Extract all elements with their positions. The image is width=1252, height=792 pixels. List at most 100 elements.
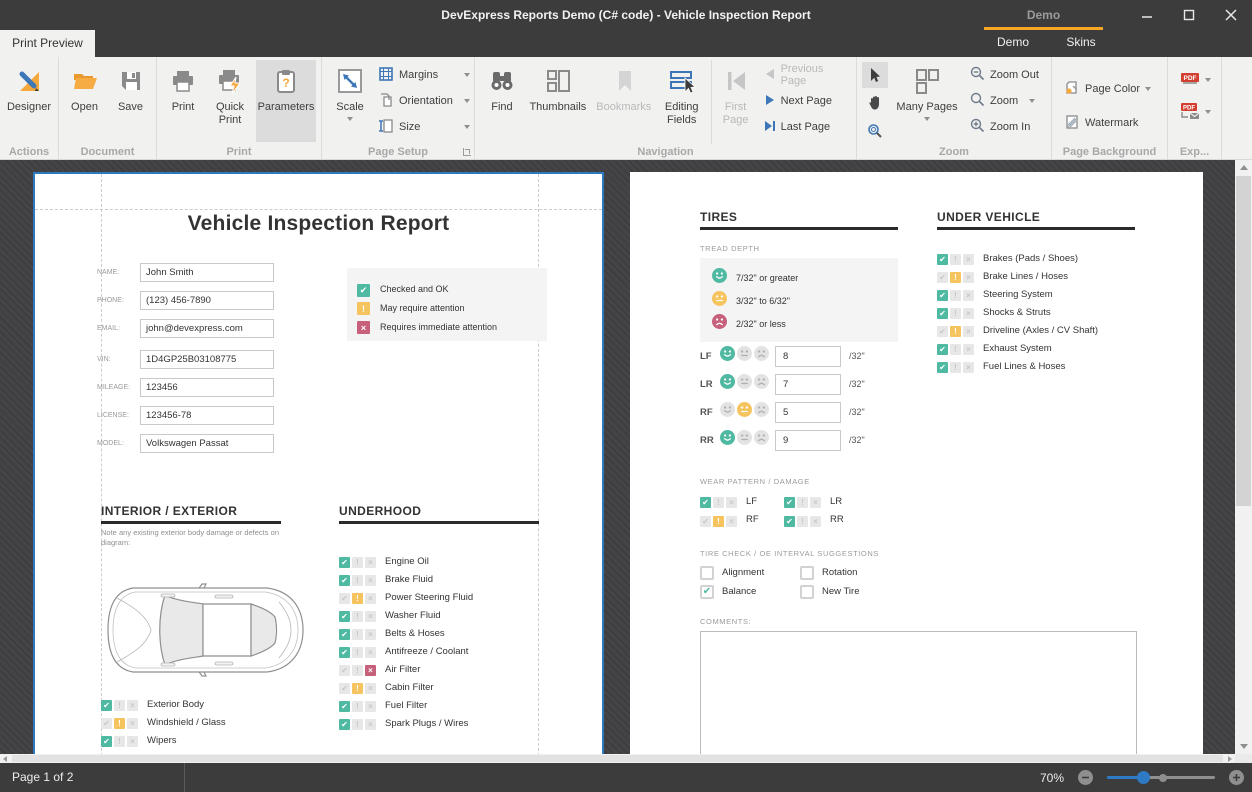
face-neutral[interactable] [712, 291, 727, 306]
state-box-ok[interactable]: ✔ [101, 718, 112, 729]
state-box-bad[interactable]: × [365, 665, 376, 676]
report-page-1[interactable]: Vehicle Inspection Report NAME: John Smi… [33, 172, 604, 763]
suggestion-checkbox[interactable]: ✔ [800, 566, 814, 580]
state-box-ok[interactable]: ✔ [937, 362, 948, 373]
state-box-bad[interactable]: × [963, 326, 974, 337]
state-box-warn[interactable]: ! [950, 254, 961, 265]
face-neutral[interactable] [737, 346, 752, 361]
state-box-ok[interactable]: ✔ [339, 611, 350, 622]
zoom-minus-button[interactable] [1078, 770, 1093, 785]
state-box-bad[interactable]: × [963, 272, 974, 283]
previous-page-button[interactable]: Previous Page [760, 62, 856, 88]
suggestion-checkbox[interactable]: ✔ [700, 566, 714, 580]
state-box-bad[interactable]: × [365, 629, 376, 640]
state-box-warn[interactable]: ! [950, 326, 961, 337]
send-via-email-button[interactable]: PDF [1176, 102, 1215, 122]
first-page-button[interactable]: First Page [716, 60, 756, 142]
state-box-ok[interactable]: ✔ [700, 516, 711, 527]
minimize-button[interactable] [1126, 0, 1168, 30]
face-sad[interactable] [754, 402, 769, 417]
face-neutral[interactable] [737, 374, 752, 389]
field-input[interactable]: 123456-78 [140, 406, 274, 425]
face-sad[interactable] [712, 314, 727, 329]
state-box-warn[interactable]: ! [352, 557, 363, 568]
state-box-ok[interactable]: ✔ [101, 700, 112, 711]
state-box-ok[interactable]: ✔ [339, 683, 350, 694]
next-page-button[interactable]: Next Page [760, 88, 856, 114]
state-box-warn[interactable]: ! [352, 647, 363, 658]
zoom-slider[interactable] [1107, 776, 1215, 779]
bookmarks-button[interactable]: Bookmarks [595, 60, 653, 142]
tab-print-preview[interactable]: Print Preview [0, 30, 95, 57]
state-box-bad[interactable]: × [726, 516, 737, 527]
zoom-region-tool-button[interactable] [862, 118, 888, 144]
state-box-bad[interactable]: × [127, 700, 138, 711]
editing-fields-button[interactable]: Editing Fields [657, 60, 707, 142]
state-box-bad[interactable]: × [127, 718, 138, 729]
margins-button[interactable]: Margins [374, 62, 474, 88]
face-sad[interactable] [754, 374, 769, 389]
tread-depth-input[interactable]: 8 [775, 346, 841, 367]
print-button[interactable]: Print [162, 60, 204, 142]
suggestion-checkbox[interactable]: ✔ [700, 585, 714, 599]
scroll-left-icon[interactable] [3, 756, 7, 762]
page-color-button[interactable]: Page Color [1060, 76, 1155, 102]
tread-depth-input[interactable]: 5 [775, 402, 841, 423]
state-box-bad[interactable]: × [365, 575, 376, 586]
find-button[interactable]: Find [483, 60, 521, 142]
state-box-warn[interactable]: ! [713, 516, 724, 527]
zoom-in-button[interactable]: Zoom In [966, 114, 1043, 140]
state-box-bad[interactable]: × [365, 611, 376, 622]
scroll-right-icon[interactable] [1228, 756, 1232, 762]
state-box-bad[interactable]: × [963, 362, 974, 373]
state-box-ok[interactable]: ✔ [339, 629, 350, 640]
state-box-warn[interactable]: ! [352, 611, 363, 622]
maximize-button[interactable] [1168, 0, 1210, 30]
state-box-bad[interactable]: × [365, 647, 376, 658]
state-box-warn[interactable]: ! [797, 516, 808, 527]
state-box-ok[interactable]: ✔ [339, 647, 350, 658]
state-box-bad[interactable]: × [365, 719, 376, 730]
state-box-warn[interactable]: ! [950, 272, 961, 283]
scale-button[interactable]: Scale [328, 60, 372, 142]
state-box-ok[interactable]: ✔ [339, 593, 350, 604]
state-box-warn[interactable]: ! [352, 593, 363, 604]
state-box-bad[interactable]: × [365, 593, 376, 604]
tab-skins[interactable]: Skins [1051, 30, 1111, 57]
export-document-button[interactable]: PDF [1176, 70, 1215, 90]
state-box-ok[interactable]: ✔ [357, 284, 370, 297]
state-box-warn[interactable]: ! [114, 718, 125, 729]
horizontal-scrollbar[interactable] [0, 754, 1235, 763]
state-box-bad[interactable]: × [127, 736, 138, 747]
state-box-warn[interactable]: ! [357, 302, 370, 315]
state-box-bad[interactable]: × [963, 308, 974, 319]
state-box-ok[interactable]: ✔ [339, 575, 350, 586]
zoom-button[interactable]: Zoom [966, 88, 1043, 114]
suggestion-checkbox[interactable]: ✔ [800, 585, 814, 599]
state-box-ok[interactable]: ✔ [937, 272, 948, 283]
tread-depth-input[interactable]: 7 [775, 374, 841, 395]
state-box-ok[interactable]: ✔ [700, 497, 711, 508]
face-happy[interactable] [720, 374, 735, 389]
size-button[interactable]: Size [374, 114, 474, 140]
open-button[interactable]: Open [64, 60, 106, 142]
report-page-2[interactable]: TIRES UNDER VEHICLE TREAD DEPTH 7/32" or… [630, 172, 1203, 763]
state-box-bad[interactable]: × [810, 497, 821, 508]
state-box-warn[interactable]: ! [950, 344, 961, 355]
scroll-up-icon[interactable] [1240, 165, 1248, 170]
state-box-bad[interactable]: × [963, 254, 974, 265]
zoom-out-button[interactable]: Zoom Out [966, 62, 1043, 88]
field-input[interactable]: Volkswagen Passat [140, 434, 274, 453]
state-box-bad[interactable]: × [357, 321, 370, 334]
state-box-ok[interactable]: ✔ [339, 719, 350, 730]
field-input[interactable]: 123456 [140, 378, 274, 397]
state-box-warn[interactable]: ! [950, 362, 961, 373]
state-box-ok[interactable]: ✔ [784, 497, 795, 508]
save-button[interactable]: Save [110, 60, 152, 142]
state-box-bad[interactable]: × [365, 683, 376, 694]
state-box-warn[interactable]: ! [352, 575, 363, 586]
state-box-ok[interactable]: ✔ [937, 308, 948, 319]
state-box-ok[interactable]: ✔ [339, 701, 350, 712]
comments-textarea[interactable] [700, 631, 1137, 763]
state-box-warn[interactable]: ! [797, 497, 808, 508]
